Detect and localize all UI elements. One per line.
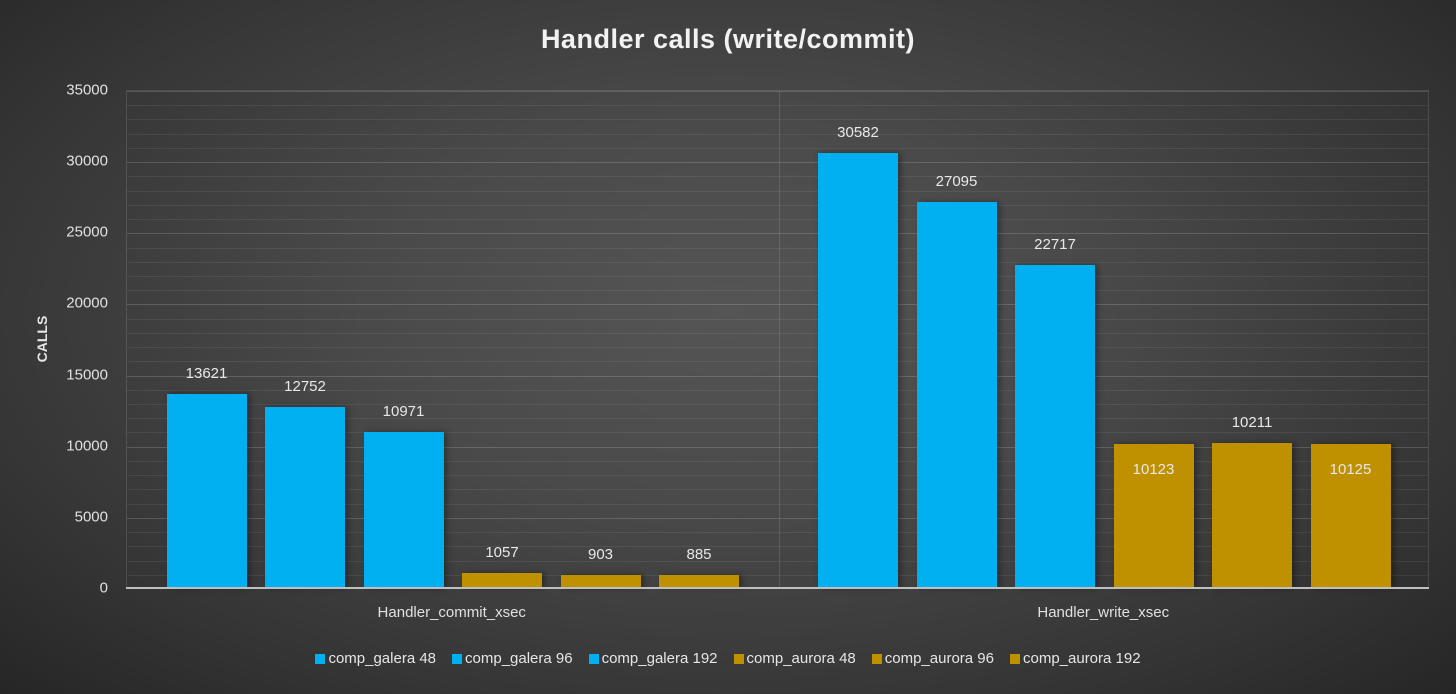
data-label: 27095 [935,173,978,191]
y-tick-label: 15000 [66,366,108,384]
gridline [127,247,1428,249]
legend-swatch-icon [1009,653,1020,664]
legend-item: comp_galera 192 [588,650,718,667]
category-divider [778,91,780,588]
data-label: 22717 [1034,235,1076,253]
legend-swatch-icon [733,653,744,664]
legend-label: comp_galera 96 [465,650,573,667]
legend-label: comp_aurora 48 [746,650,856,667]
data-label: 10123 [1132,460,1175,478]
legend-item: comp_galera 96 [452,650,573,667]
legend-item: comp_aurora 48 [733,650,856,667]
bar-comp-galera-48-0 [166,394,247,588]
gridline [127,560,1428,562]
data-label: 903 [587,546,614,564]
y-axis-label: CALLS [34,315,50,363]
legend: comp_galera 48 comp_galera 96 comp_galera … [0,650,1456,667]
bar-comp-galera-192-1 [1015,264,1095,588]
gridline [127,290,1428,292]
data-label: 10971 [382,402,425,420]
gridline [127,133,1428,135]
gridline [127,574,1428,576]
y-tick-label: 20000 [66,294,108,312]
gridline [127,517,1428,519]
gridline [127,460,1428,462]
bar-comp-galera-96-1 [916,202,997,588]
bar-comp-galera-192-0 [363,431,444,588]
gridline [127,347,1428,349]
data-label: 10211 [1231,413,1273,431]
gridline [127,162,1428,164]
gridline [127,219,1428,221]
gridline [127,275,1428,277]
legend-label: comp_galera 192 [601,650,718,667]
bar-comp-galera-96-0 [265,406,345,588]
bar-comp-galera-48-1 [818,152,898,588]
gridline [127,190,1428,192]
plot-area: 13621 12752 10971 1057 903 885 30582 27095 22717… [126,90,1429,588]
legend-label: comp_aurora 96 [884,650,994,667]
legend-swatch-icon [588,653,599,664]
data-label: 10125 [1329,460,1372,478]
y-tick-label: 25000 [66,223,108,241]
x-axis-line [126,587,1429,589]
gridline [127,532,1428,534]
bar-comp-aurora-192-0 [659,575,739,588]
data-label: 12752 [284,377,326,395]
gridline [127,375,1428,377]
gridline [127,546,1428,548]
data-label: 13621 [185,365,228,383]
x-category-label: Handler_write_xsec [1037,604,1170,621]
gridline [127,432,1428,434]
x-category-label: Handler_commit_xsec [377,604,526,621]
data-label: 885 [686,546,712,564]
gridline [127,147,1428,149]
gridline [127,119,1428,121]
bar-comp-aurora-192-1 [1310,443,1391,588]
y-tick-label: 5000 [74,508,108,526]
bar-comp-aurora-96-1 [1212,442,1292,588]
legend-item: comp_aurora 96 [871,650,994,667]
gridline [127,233,1428,235]
y-tick-label: 0 [99,579,108,597]
bar-comp-aurora-48-0 [462,572,542,588]
gridline [127,204,1428,206]
gridline [127,503,1428,505]
y-tick-label: 35000 [66,81,108,99]
gridline [127,176,1428,178]
gridline [127,261,1428,263]
legend-item: comp_aurora 192 [1009,650,1141,667]
legend-label: comp_aurora 192 [1022,650,1141,667]
gridline [127,332,1428,334]
gridline [127,404,1428,406]
gridline [127,105,1428,107]
gridline [127,446,1428,448]
legend-swatch-icon [315,653,326,664]
gridline [127,361,1428,363]
gridline [127,418,1428,420]
data-label: 30582 [837,123,879,141]
y-tick-label: 10000 [66,437,108,455]
y-tick-label: 30000 [66,152,108,170]
bar-comp-aurora-48-1 [1113,443,1194,588]
gridline [127,489,1428,491]
legend-label: comp_galera 48 [328,650,437,667]
gridline [127,91,1428,92]
legend-swatch-icon [871,653,882,664]
legend-item: comp_galera 48 [315,650,436,667]
gridline [127,389,1428,391]
gridline [127,318,1428,320]
data-label: 1057 [485,543,519,561]
legend-swatch-icon [452,653,463,664]
chart-title: Handler calls (write/commit) [540,24,916,54]
gridline [127,475,1428,477]
bar-comp-aurora-96-0 [560,575,641,588]
gridline [127,304,1428,306]
